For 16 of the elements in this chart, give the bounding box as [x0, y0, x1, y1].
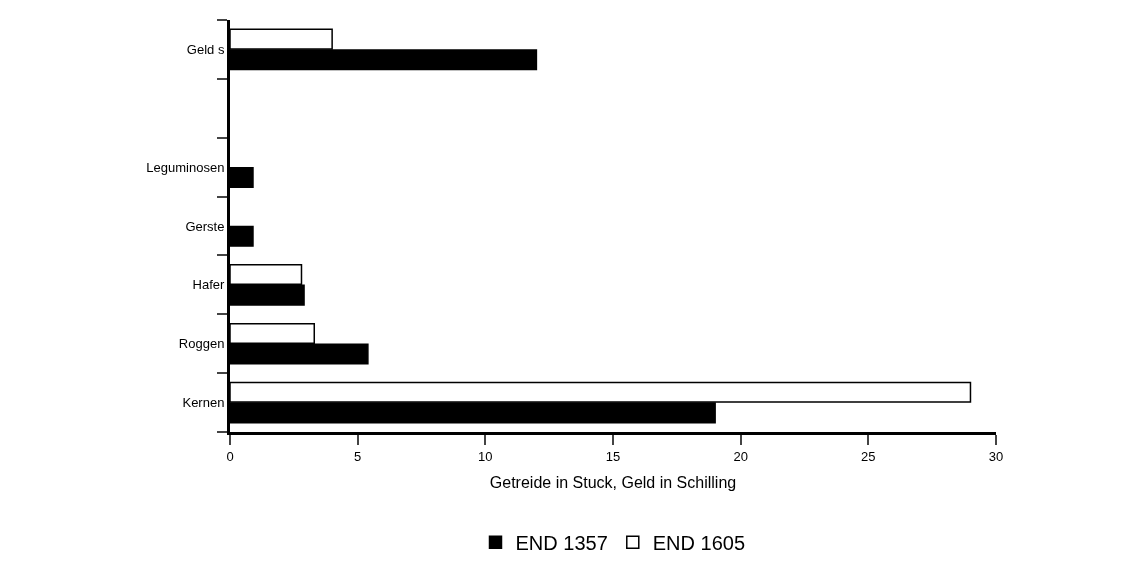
- x-tick-label: 5: [354, 448, 362, 464]
- legend-label: END 1605: [652, 531, 746, 554]
- legend-label: END 1357: [515, 531, 608, 554]
- x-tick-label: 10: [478, 448, 493, 464]
- x-tick-label: 15: [605, 448, 621, 464]
- x-tick-label: 20: [733, 448, 748, 464]
- x-tick-label: 25: [861, 448, 876, 464]
- y-tick-label: Roggen: [178, 336, 225, 352]
- y-tick-label: Hafer: [192, 277, 226, 293]
- y-tick-label: Kernen: [182, 395, 225, 411]
- y-tick-label: Gerste: [185, 218, 225, 234]
- y-tick-label: Leguminosen: [146, 159, 225, 175]
- x-tick-label: 0: [226, 448, 234, 464]
- y-tick-label: Geld s: [186, 41, 225, 57]
- x-tick-label: 30: [988, 448, 1004, 464]
- x-axis-title: Getreide in Stuck, Geld in Schilling: [489, 474, 737, 492]
